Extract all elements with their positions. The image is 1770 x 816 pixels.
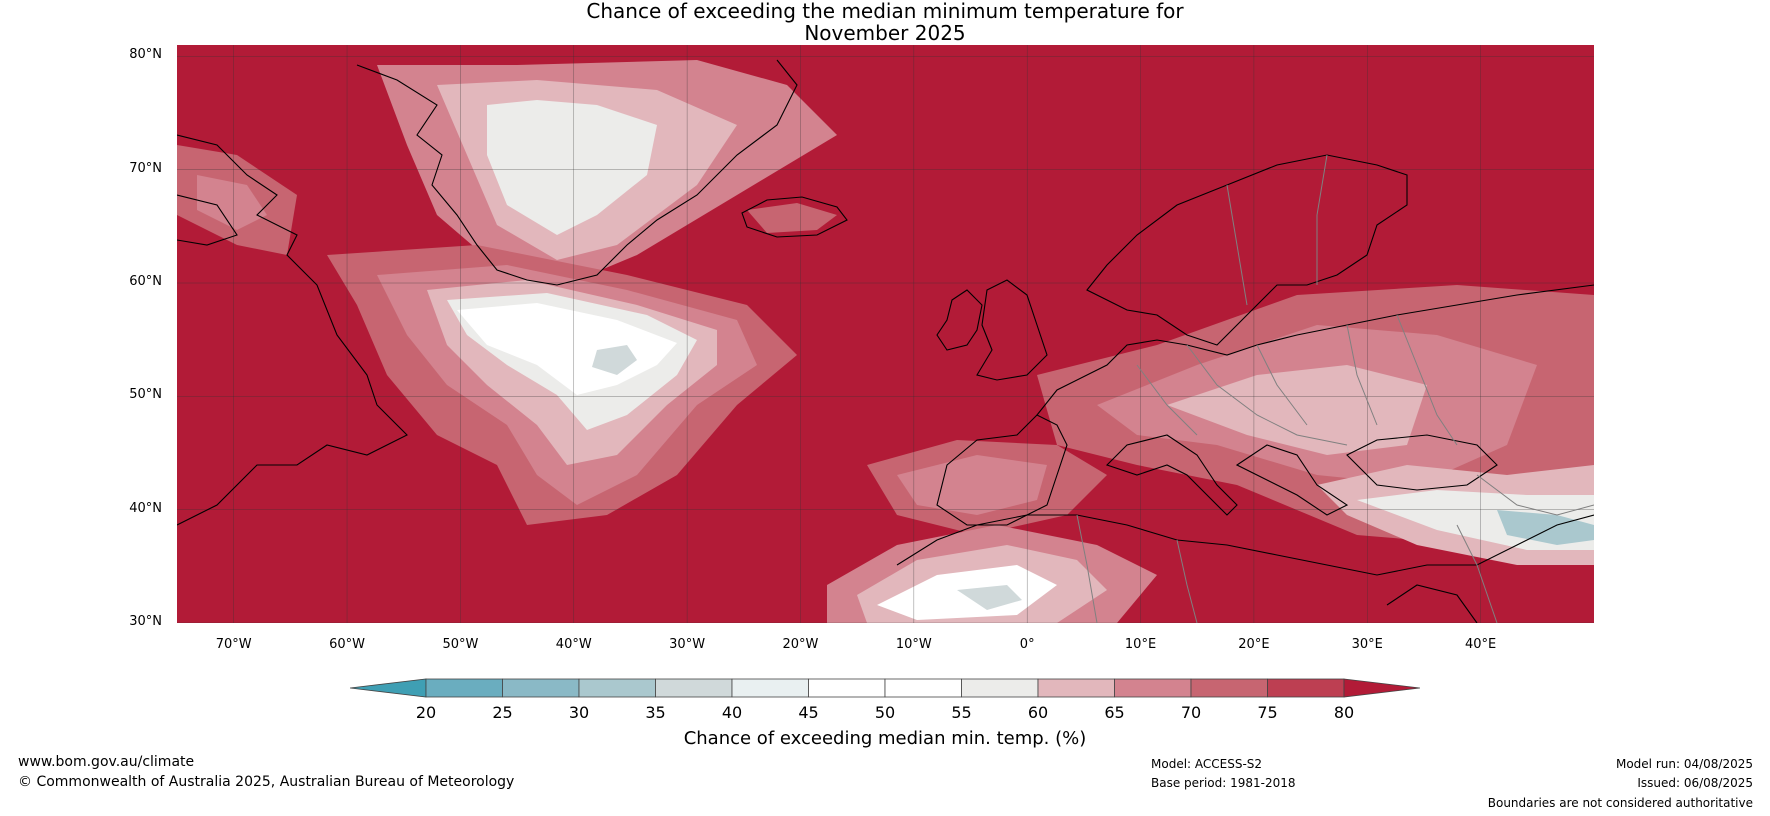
lon-label-30w: 30°W [669,637,706,652]
canada-probability-zone [177,145,297,255]
colorbar-segment [884,678,962,698]
colorbar-segment [655,678,733,698]
lon-label-40w: 40°W [555,637,592,652]
europe-probability-zone [1037,285,1594,565]
lat-label-80n: 80°N [129,47,162,63]
footer-boundaries: Boundaries are not considered authoritat… [1487,796,1753,810]
footer-model: Model: ACCESS-S2 [1151,757,1263,771]
colorbar-segment [1037,678,1115,698]
graticule [177,45,1594,623]
colorbar-tick-40: 40 [721,703,743,722]
map-title-line1: Chance of exceeding the median minimum t… [586,0,1184,23]
colorbar-tick-25: 25 [492,703,513,722]
colorbar-tick-30: 30 [568,703,590,722]
colorbar-segment [961,678,1039,698]
colorbar-segment [502,678,580,698]
colorbar-segment [808,678,886,698]
probability-map [177,45,1594,623]
atlantic-probability-zone [327,245,797,525]
footer-website: www.bom.gov.au/climate [18,754,195,770]
lon-label-70w: 70°W [215,637,252,652]
iceland-probability-zone [747,203,837,233]
country-borders [1076,154,1594,623]
colorbar-tick-70: 70 [1180,703,1202,722]
lon-label-50w: 50°W [442,637,479,652]
lat-label-60n: 60°N [129,274,162,289]
lon-label-10w: 10°W [895,637,932,652]
colorbar-segment [578,678,656,698]
colorbar-tick-75: 75 [1257,703,1278,722]
colorbar-tick-60: 60 [1027,703,1049,722]
colorbar-tick-80: 80 [1333,703,1355,722]
colorbar-extend-high [1343,678,1420,698]
lon-label-20e: 20°E [1238,637,1270,652]
footer-model-run: Model run: 04/08/2025 [1615,757,1753,771]
lat-label-50n: 50°N [129,387,162,403]
colorbar-tick-55: 55 [951,703,972,722]
colorbar-tick-20: 20 [415,703,437,722]
colorbar-tick-65: 65 [1104,703,1125,722]
lat-label-70n: 70°N [129,160,162,176]
colorbar-segments [350,678,1420,698]
colorbar [350,678,1420,698]
lat-label-30n: 30°N [129,614,162,629]
footer-issued: Issued: 06/08/2025 [1637,776,1753,790]
colorbar-tick-35: 35 [645,703,666,722]
colorbar-segment [1267,678,1345,698]
greenland-probability-zone [377,60,837,280]
map-title-line2: November 2025 [804,21,966,45]
colorbar-segment [425,678,503,698]
lon-label-60w: 60°W [329,637,365,652]
colorbar-tick-45: 45 [798,703,819,722]
colorbar-segment [1114,678,1192,698]
lat-label-40n: 40°N [129,500,162,516]
colorbar-extend-low [350,678,427,698]
coastlines [177,59,1594,623]
lon-label-30e: 30°E [1351,637,1383,652]
colorbar-tick-50: 50 [874,703,896,722]
lon-label-40e: 40°E [1464,637,1497,652]
africa-probability-zone [827,440,1157,623]
footer-copyright: © Commonwealth of Australia 2025, Austra… [18,774,515,790]
lon-label-10e: 10°E [1124,637,1157,652]
map-plot-area [177,45,1594,623]
footer-base-period: Base period: 1981-2018 [1151,776,1296,790]
colorbar-segment [731,678,809,698]
lon-label-0: 0° [1019,637,1035,652]
colorbar-label: Chance of exceeding median min. temp. (%… [683,728,1087,749]
colorbar-segment [1190,678,1268,698]
lon-label-20w: 20°W [782,637,819,652]
